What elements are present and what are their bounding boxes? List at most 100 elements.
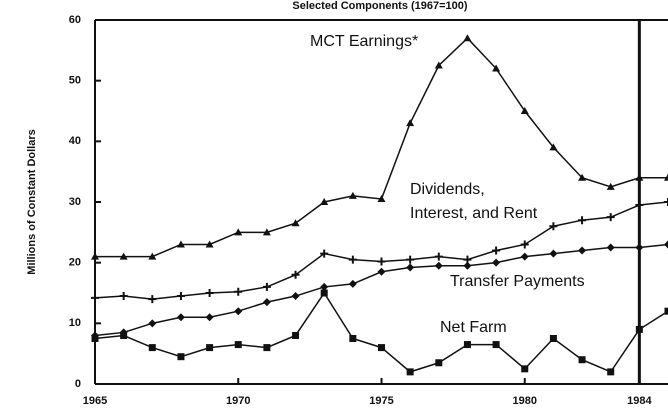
chart-title: Selected Components (1967=100) xyxy=(292,0,467,12)
x-tick-label: 1984 xyxy=(627,395,652,407)
diamond-marker xyxy=(578,246,587,255)
square-marker xyxy=(120,331,128,339)
triangle-marker xyxy=(205,240,214,248)
cross-marker xyxy=(291,270,300,279)
diamond-marker xyxy=(348,279,357,288)
square-marker xyxy=(463,341,471,349)
cross-marker xyxy=(119,292,128,301)
square-marker xyxy=(177,353,185,361)
cross-marker xyxy=(205,289,214,297)
x-tick-label: 1965 xyxy=(83,395,107,407)
triangle-marker xyxy=(348,191,357,199)
y-tick-label: 40 xyxy=(69,135,81,147)
square-marker xyxy=(549,335,557,342)
diamond-marker xyxy=(434,261,443,270)
diamond-marker xyxy=(262,298,271,307)
diamond-marker xyxy=(463,261,472,270)
cross-marker xyxy=(635,201,644,210)
x-tick-label: 1980 xyxy=(513,395,537,407)
diamond-marker xyxy=(520,252,529,261)
triangle-marker xyxy=(91,252,99,260)
cross-marker xyxy=(492,246,501,255)
y-tick-label: 60 xyxy=(69,14,81,26)
cross-marker xyxy=(262,282,271,291)
triangle-marker xyxy=(606,182,615,190)
cross-marker xyxy=(176,292,185,301)
triangle-marker xyxy=(578,173,587,181)
y-tick-label: 0 xyxy=(75,378,81,390)
series-label: MCT Earnings* xyxy=(310,33,418,50)
triangle-marker xyxy=(262,228,271,236)
cross-marker xyxy=(520,240,529,249)
cross-marker xyxy=(578,216,587,225)
diamond-marker xyxy=(406,263,415,272)
triangle-marker xyxy=(119,252,128,260)
cross-marker xyxy=(606,213,615,222)
square-marker xyxy=(378,344,385,352)
diamond-marker xyxy=(549,249,558,258)
cross-marker xyxy=(91,293,99,302)
square-marker xyxy=(521,365,529,373)
square-marker xyxy=(406,368,414,376)
square-marker xyxy=(263,344,271,352)
triangle-marker xyxy=(377,194,386,202)
series-label: Net Farm xyxy=(440,319,507,336)
square-marker xyxy=(320,289,328,297)
cross-marker xyxy=(348,255,357,264)
square-marker xyxy=(148,344,156,352)
square-marker xyxy=(435,359,443,367)
triangle-marker xyxy=(176,240,185,248)
diamond-marker xyxy=(492,258,501,267)
cross-marker xyxy=(434,252,443,261)
y-tick-label: 20 xyxy=(69,257,81,269)
diamond-marker xyxy=(148,319,157,328)
triangle-marker xyxy=(148,252,157,260)
diamond-marker xyxy=(234,307,243,316)
triangle-marker xyxy=(492,64,501,72)
triangle-marker xyxy=(463,34,472,42)
diamond-marker xyxy=(320,282,329,291)
square-marker xyxy=(91,335,99,342)
x-tick-label: 1970 xyxy=(226,395,250,407)
cross-marker xyxy=(234,287,243,296)
diamond-marker xyxy=(291,292,300,301)
series-label: Transfer Payments xyxy=(450,273,585,290)
triangle-marker xyxy=(434,61,443,69)
triangle-marker xyxy=(549,143,558,151)
y-axis-label: Millions of Constant Dollars xyxy=(26,129,38,274)
square-marker xyxy=(292,331,300,339)
square-marker xyxy=(234,341,242,349)
triangle-marker xyxy=(664,173,668,181)
diamond-marker xyxy=(606,243,615,252)
diamond-marker xyxy=(176,313,185,322)
triangle-marker xyxy=(291,219,300,227)
diamond-marker xyxy=(205,313,214,322)
cross-marker xyxy=(664,198,668,206)
triangle-marker xyxy=(234,228,243,236)
triangle-marker xyxy=(635,173,644,181)
square-marker xyxy=(607,368,615,376)
cross-marker xyxy=(377,257,386,266)
triangle-marker xyxy=(406,119,415,127)
square-marker xyxy=(206,344,214,352)
diamond-marker xyxy=(635,243,644,252)
diamond-marker xyxy=(377,267,386,276)
square-marker xyxy=(635,325,643,333)
y-tick-label: 50 xyxy=(69,75,81,87)
cross-marker xyxy=(549,222,558,231)
square-marker xyxy=(664,307,668,315)
cross-marker xyxy=(320,249,329,258)
triangle-marker xyxy=(520,107,529,114)
diamond-marker xyxy=(664,240,668,249)
cross-marker xyxy=(406,255,415,264)
square-marker xyxy=(349,335,357,342)
series-label: Dividends, Interest, and Rent xyxy=(410,181,538,222)
square-marker xyxy=(492,341,500,349)
square-marker xyxy=(578,356,586,364)
x-tick-label: 1975 xyxy=(369,395,393,407)
y-tick-label: 10 xyxy=(69,317,81,329)
cross-marker xyxy=(148,295,157,304)
triangle-marker xyxy=(320,198,329,205)
y-tick-label: 30 xyxy=(69,196,81,208)
